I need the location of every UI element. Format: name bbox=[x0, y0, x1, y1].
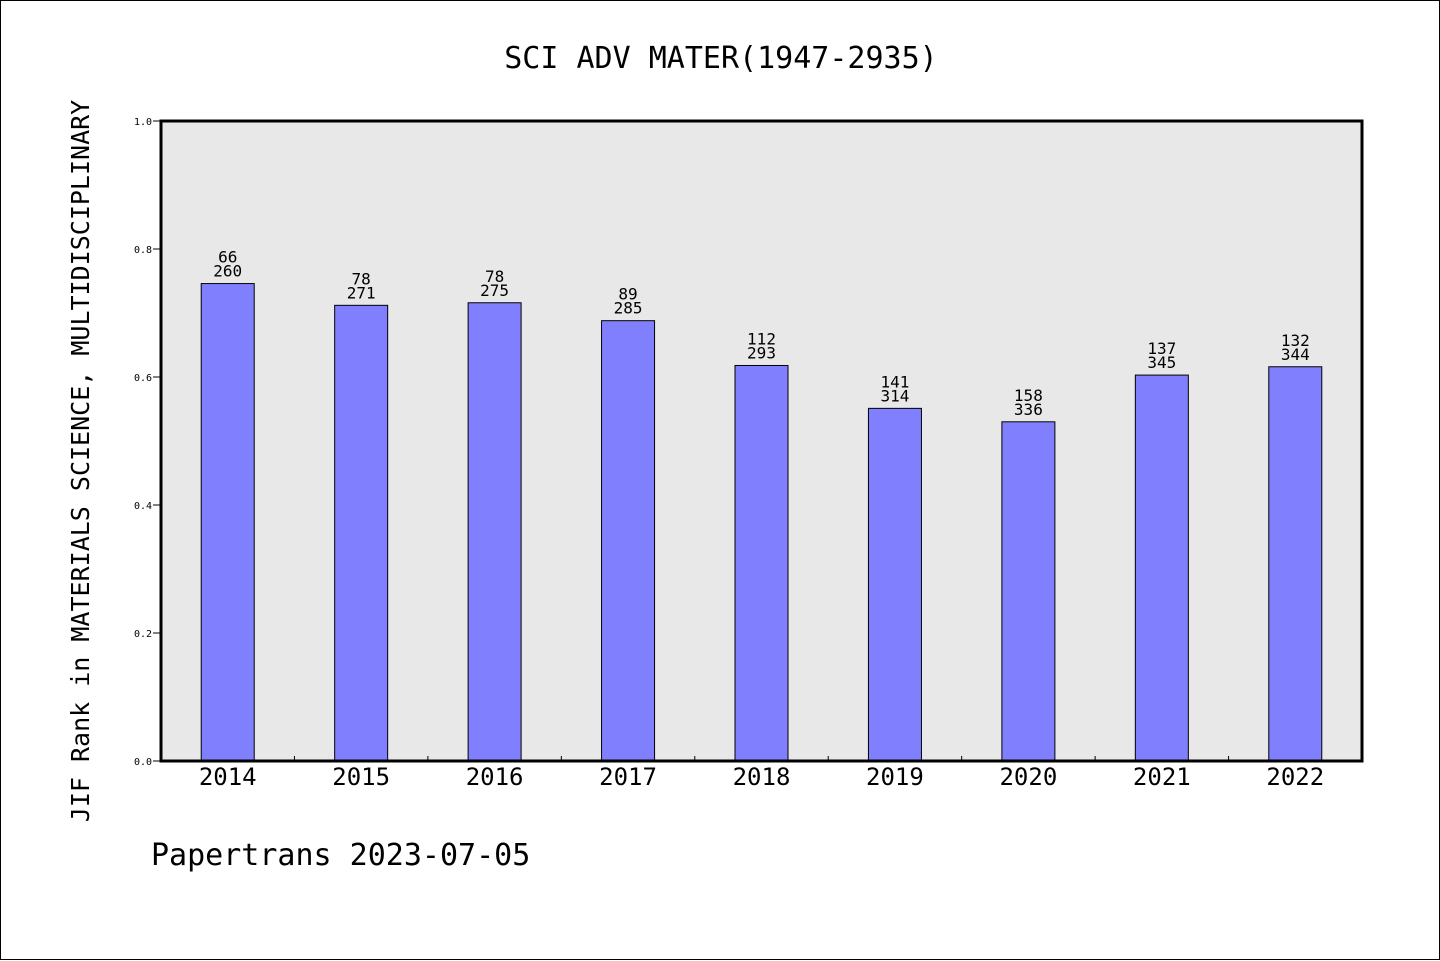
x-tick-label: 2019 bbox=[866, 763, 924, 791]
bar bbox=[200, 283, 255, 762]
data-label-rank: 141 bbox=[880, 372, 909, 391]
data-label-rank: 137 bbox=[1147, 339, 1176, 358]
chart-title: SCI ADV MATER(1947-2935) bbox=[504, 41, 937, 76]
bar bbox=[601, 320, 656, 762]
y-tick-label: 1.0 bbox=[134, 117, 152, 128]
x-tick-label: 2021 bbox=[1133, 763, 1191, 791]
y-tick-label: 0.2 bbox=[134, 629, 152, 640]
data-label-total: 314 bbox=[880, 386, 909, 405]
data-label-total: 275 bbox=[480, 281, 509, 300]
data-label-total: 271 bbox=[347, 283, 376, 302]
bar-series bbox=[200, 283, 1323, 762]
data-label-total: 344 bbox=[1281, 345, 1310, 364]
data-label-rank: 158 bbox=[1014, 386, 1043, 405]
y-tick-label: 0.4 bbox=[134, 501, 152, 512]
bar bbox=[867, 407, 922, 762]
y-tick-label: 0.0 bbox=[134, 757, 152, 768]
data-label-total: 260 bbox=[213, 262, 242, 281]
x-tick-label: 2017 bbox=[599, 763, 657, 791]
data-label-total: 336 bbox=[1014, 400, 1043, 419]
y-tick-label: 0.6 bbox=[134, 373, 152, 384]
y-axis-label: JIF Rank in MATERIALS SCIENCE, MULTIDISC… bbox=[66, 100, 95, 822]
data-label-total: 293 bbox=[747, 343, 776, 362]
data-label-rank: 66 bbox=[218, 248, 237, 267]
data-label-rank: 89 bbox=[618, 285, 637, 304]
x-tick-label: 2020 bbox=[999, 763, 1057, 791]
bar bbox=[334, 304, 389, 762]
bar bbox=[1134, 374, 1189, 762]
footer-text: Papertrans 2023-07-05 bbox=[151, 838, 530, 873]
x-axis-ticks: 2014 2015 2016 2017 2018 2019 2020 2021 2022 bbox=[199, 756, 1324, 791]
data-label-total: 285 bbox=[614, 299, 643, 318]
x-tick-label: 2018 bbox=[733, 763, 791, 791]
data-label-rank: 78 bbox=[352, 269, 371, 288]
bar bbox=[1001, 421, 1056, 762]
data-label-rank: 132 bbox=[1281, 331, 1310, 350]
bar bbox=[734, 364, 789, 762]
x-tick-label: 2015 bbox=[332, 763, 390, 791]
data-label-rank: 78 bbox=[485, 267, 504, 286]
data-label-total: 345 bbox=[1147, 353, 1176, 372]
y-tick-label: 0.8 bbox=[134, 245, 152, 256]
plot-border bbox=[159, 119, 1364, 763]
y-axis-ticks: 0.0 0.2 0.4 0.6 0.8 1.0 bbox=[134, 117, 161, 768]
bar bbox=[467, 302, 522, 762]
x-tick-label: 2022 bbox=[1266, 763, 1324, 791]
data-label-rank: 112 bbox=[747, 329, 776, 348]
x-tick-label: 2016 bbox=[466, 763, 524, 791]
x-tick-label: 2014 bbox=[199, 763, 257, 791]
bar bbox=[1268, 366, 1323, 762]
